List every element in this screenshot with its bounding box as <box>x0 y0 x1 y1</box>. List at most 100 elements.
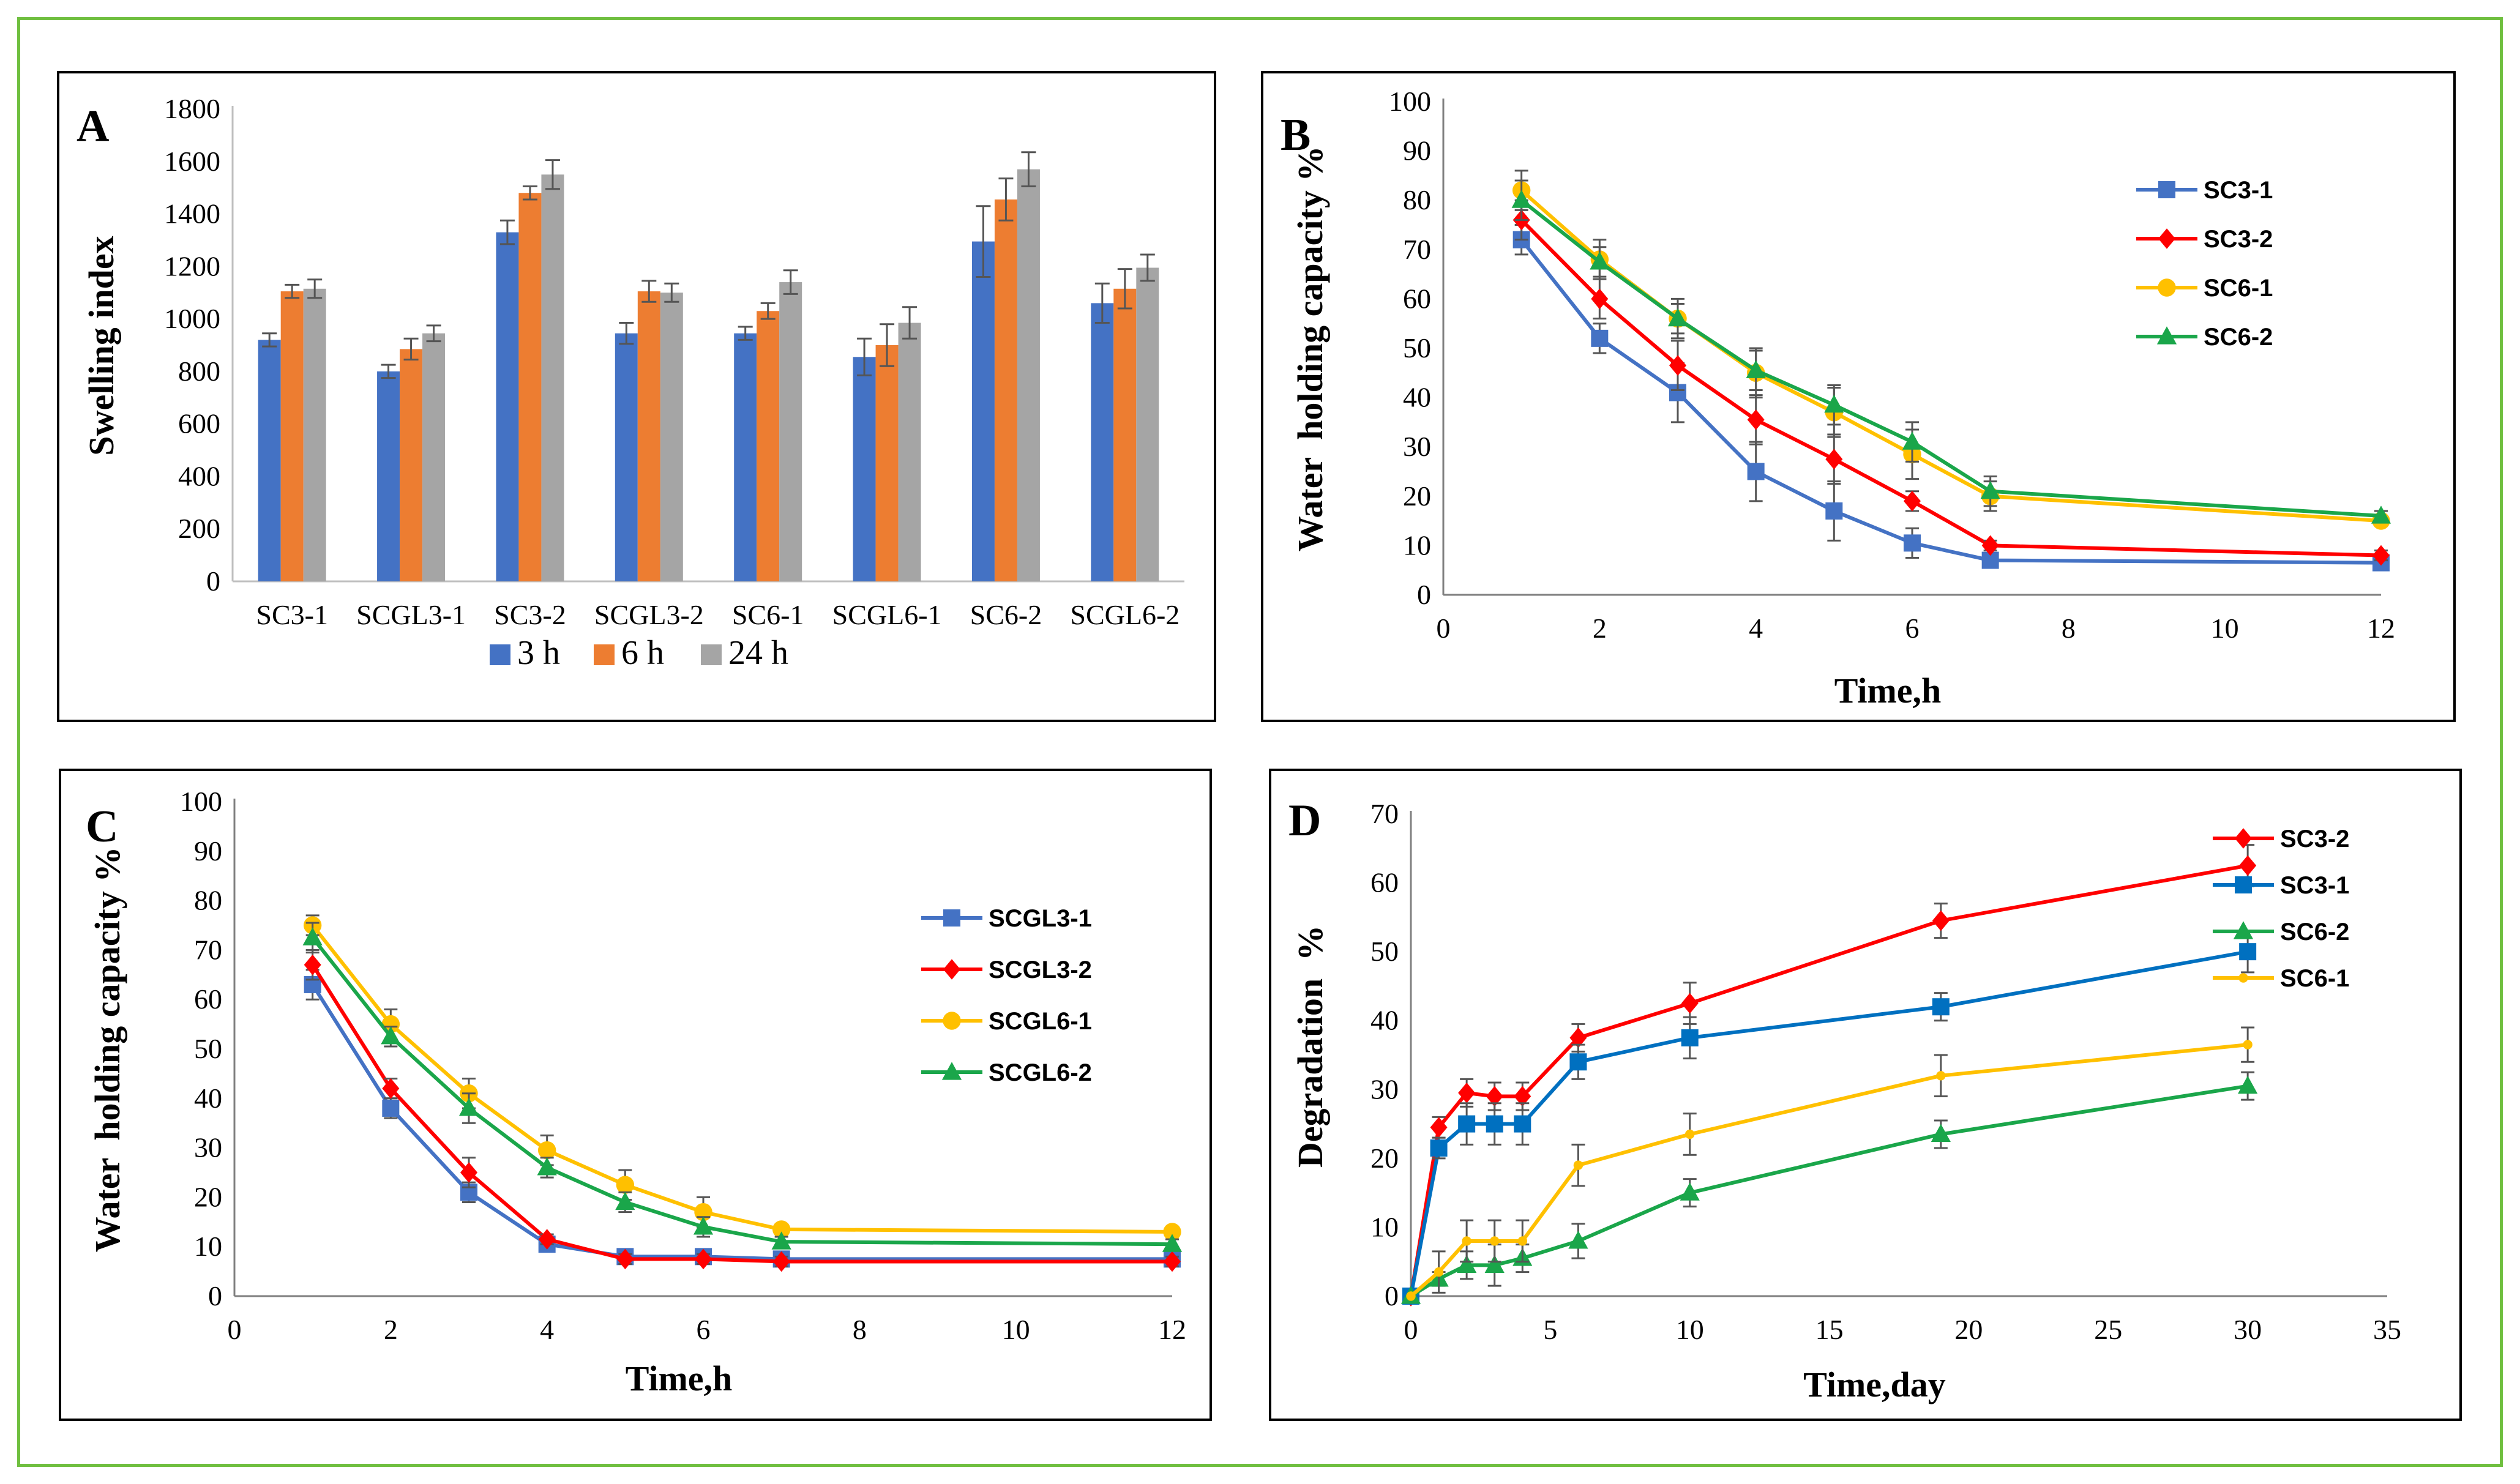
data-point <box>1517 1236 1527 1246</box>
x-tick-label: 0 <box>1404 1314 1418 1345</box>
legend-label: SCGL6-1 <box>989 1008 1092 1035</box>
x-tick-label: SC6-2 <box>970 599 1042 630</box>
x-tick-label: 12 <box>2367 613 2395 644</box>
data-point <box>537 1157 557 1176</box>
bar <box>496 232 519 582</box>
legend-marker <box>2235 828 2252 849</box>
data-point <box>1457 1255 1477 1273</box>
x-tick-label: 0 <box>228 1314 242 1345</box>
data-point <box>1462 1236 1471 1246</box>
panel-label: C <box>86 802 118 852</box>
legend-label: SC3-2 <box>2204 226 2273 253</box>
x-tick-label: 4 <box>1749 613 1763 644</box>
data-point <box>2238 1075 2258 1094</box>
y-tick-label: 70 <box>194 934 222 965</box>
y-tick-label: 80 <box>1403 184 1431 215</box>
x-tick-label: SCGL6-1 <box>832 599 942 630</box>
legend-label: SCGL3-2 <box>989 956 1092 983</box>
data-point <box>1486 1115 1503 1133</box>
y-tick-label: 1200 <box>164 250 220 282</box>
data-point <box>1936 1071 1946 1081</box>
x-tick-label: 0 <box>1437 613 1451 644</box>
y-axis-title: Water holding capacity % <box>88 847 127 1253</box>
data-point <box>302 927 323 945</box>
data-point <box>1514 1086 1531 1107</box>
data-point <box>1568 1231 1588 1249</box>
data-point <box>2372 545 2390 566</box>
y-tick-label: 1400 <box>164 198 220 229</box>
data-point <box>1484 1255 1505 1273</box>
data-point <box>616 1248 634 1270</box>
bar <box>377 371 400 581</box>
data-point <box>381 1026 401 1045</box>
panel-D: D 0 10 20 30 40 50 60 70 Degradation % 0 5 10 15 20 25 3… <box>1269 769 2462 1421</box>
bar <box>734 333 757 581</box>
data-point <box>693 1217 714 1235</box>
x-tick-label: 6 <box>697 1314 711 1345</box>
y-tick-label: 10 <box>194 1231 222 1262</box>
bar <box>637 291 660 581</box>
bar <box>615 333 638 581</box>
x-tick-label: 15 <box>1815 1314 1844 1345</box>
legend-marker <box>2158 278 2176 297</box>
data-point <box>771 1231 791 1250</box>
y-tick-label: 80 <box>194 885 222 916</box>
data-point <box>1825 449 1843 470</box>
y-tick-label: 1600 <box>164 146 220 177</box>
data-point <box>1931 1124 1951 1143</box>
y-tick-label: 60 <box>1403 283 1431 314</box>
bar <box>1017 169 1040 582</box>
data-point <box>1932 910 1950 931</box>
y-tick-label: 0 <box>206 565 220 597</box>
legend-label: SC6-1 <box>2280 965 2349 992</box>
x-tick-label: 10 <box>1676 1314 1704 1345</box>
data-point <box>537 1141 556 1160</box>
data-point <box>695 1248 712 1270</box>
y-tick-label: 600 <box>178 408 220 439</box>
panel-A: A 0 200 400 600 800 1000 1200 1400 1600 1800 Swelli… <box>57 71 1216 722</box>
y-tick-label: 40 <box>1370 1005 1399 1036</box>
data-point <box>2239 943 2257 961</box>
y-tick-label: 50 <box>1370 936 1399 967</box>
x-tick-label: 6 <box>1905 613 1920 644</box>
bar <box>779 282 802 581</box>
series-line <box>1520 198 2382 518</box>
y-tick-label: 10 <box>1403 529 1431 561</box>
data-point <box>1747 463 1765 480</box>
legend-marker <box>2235 876 2252 893</box>
data-point <box>2239 855 2257 876</box>
x-tick-label: SCGL6-2 <box>1070 599 1180 630</box>
legend-label: 6 h <box>621 634 664 672</box>
series-SC6-1 <box>1406 1026 2255 1301</box>
data-point <box>1591 329 1609 347</box>
series-SCGL3-2 <box>304 949 1181 1272</box>
x-tick-label: 2 <box>384 1314 398 1345</box>
bar <box>971 241 995 582</box>
y-tick-label: 20 <box>1370 1143 1399 1174</box>
series-SC3-1 <box>1512 224 2390 572</box>
y-tick-label: 20 <box>1403 480 1431 512</box>
y-tick-label: 90 <box>1403 135 1431 166</box>
data-point <box>615 1191 635 1210</box>
panel-label: D <box>1288 796 1321 846</box>
data-point <box>1162 1234 1183 1252</box>
y-tick-label: 90 <box>194 835 222 867</box>
series-line <box>1520 238 2382 565</box>
data-point <box>1825 502 1843 520</box>
y-tick-label: 10 <box>1370 1211 1399 1242</box>
x-tick-label: 10 <box>2211 613 2239 644</box>
series-line <box>311 924 1173 1234</box>
x-tick-label: SCGL3-1 <box>356 599 466 630</box>
legend-label: SCGL3-1 <box>989 905 1092 932</box>
bar <box>258 340 281 581</box>
data-point <box>1981 535 1999 556</box>
legend-swatch <box>701 644 722 665</box>
data-point <box>458 1098 479 1116</box>
data-point <box>1680 1182 1700 1201</box>
series-SC6-2 <box>1511 179 2391 524</box>
x-tick-label: SC6-1 <box>732 599 804 630</box>
data-point <box>1406 1291 1416 1301</box>
bar <box>541 174 564 581</box>
legend-marker <box>2158 228 2175 249</box>
